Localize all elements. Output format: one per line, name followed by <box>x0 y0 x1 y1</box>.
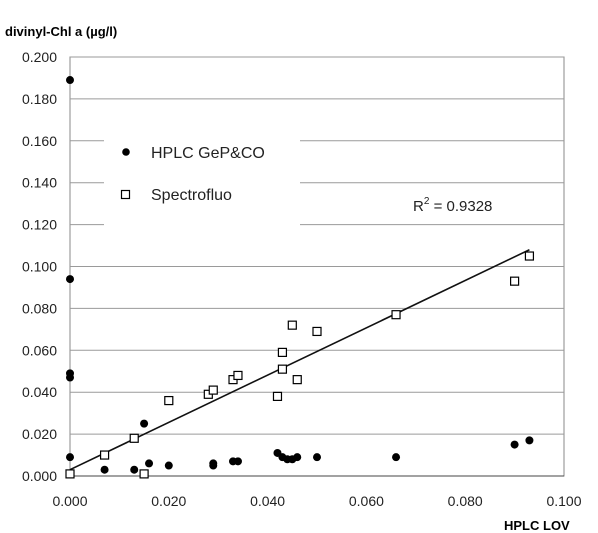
data-point-hplc-gepco <box>233 457 242 466</box>
y-tick-label: 0.080 <box>22 300 57 316</box>
data-point-spectrofluo <box>277 364 288 374</box>
data-point-hplc-gepco <box>145 459 154 468</box>
data-point-spectrofluo <box>65 469 75 479</box>
data-point-spectrofluo <box>208 385 218 395</box>
data-point-hplc-gepco <box>100 465 109 474</box>
data-point-hplc-gepco <box>66 275 74 284</box>
y-tick-label: 0.040 <box>22 384 57 400</box>
x-tick-label: 0.060 <box>349 493 384 509</box>
y-tick-label: 0.160 <box>22 133 57 149</box>
y-tick-label: 0.000 <box>22 468 57 484</box>
y-tick-label: 0.180 <box>22 91 57 107</box>
x-tick-label: 0.020 <box>151 493 186 509</box>
x-tick-labels: 0.000 0.020 0.040 0.060 0.080 0.100 <box>52 493 581 509</box>
data-point-spectrofluo <box>277 347 288 357</box>
data-point-hplc-gepco <box>293 453 302 462</box>
x-tick-label: 0.080 <box>448 493 483 509</box>
data-point-spectrofluo <box>164 395 174 406</box>
data-point-hplc-gepco <box>66 373 74 382</box>
data-point-spectrofluo <box>129 433 139 443</box>
trendline <box>69 249 530 471</box>
legend-box <box>104 138 300 236</box>
legend-marker-spectrofluo <box>120 189 131 200</box>
x-tick-label: 0.100 <box>546 493 581 509</box>
data-point-spectrofluo <box>292 375 302 385</box>
data-point-spectrofluo <box>287 320 297 330</box>
data-point-hplc-gepco <box>209 459 218 468</box>
series-spectrofluo <box>65 251 535 479</box>
y-tick-label: 0.200 <box>22 49 57 65</box>
x-axis-title: HPLC LOV <box>504 518 570 533</box>
x-tick-label: 0.000 <box>52 493 87 509</box>
legend-marker-hplc-gepco <box>122 148 130 156</box>
series-hplc-gepco <box>66 76 534 474</box>
data-point-spectrofluo <box>312 326 322 337</box>
y-tick-label: 0.060 <box>22 342 57 358</box>
y-tick-label: 0.120 <box>22 217 57 233</box>
y-tick-label: 0.140 <box>22 175 57 191</box>
y-axis-title: divinyl-Chl a (µg/l) <box>5 24 117 39</box>
legend-label-hplc-gepco: HPLC GeP&CO <box>151 145 265 162</box>
data-point-hplc-gepco <box>164 461 173 470</box>
data-point-hplc-gepco <box>140 419 149 428</box>
data-point-hplc-gepco <box>525 436 534 445</box>
r-squared-annotation: R2 = 0.9328 <box>413 196 492 215</box>
data-point-spectrofluo <box>139 469 149 479</box>
data-point-hplc-gepco <box>313 453 321 462</box>
data-point-hplc-gepco <box>392 453 401 462</box>
data-point-hplc-gepco <box>66 76 74 85</box>
data-point-spectrofluo <box>391 310 401 320</box>
data-point-hplc-gepco <box>66 453 74 462</box>
y-tick-labels: 0.000 0.020 0.040 0.060 0.080 0.100 0.120 0.140… <box>22 49 57 484</box>
gridlines <box>70 56 564 435</box>
data-point-spectrofluo <box>99 450 110 460</box>
legend-label-spectrofluo: Spectrofluo <box>151 187 232 204</box>
data-point-spectrofluo <box>524 251 535 261</box>
x-tick-label: 0.040 <box>250 493 285 509</box>
y-tick-label: 0.100 <box>22 259 57 275</box>
data-point-hplc-gepco <box>130 465 139 474</box>
legend: HPLC GeP&CO Spectrofluo <box>104 138 300 236</box>
y-tick-label: 0.020 <box>22 426 57 442</box>
data-point-hplc-gepco <box>510 440 519 449</box>
data-point-spectrofluo <box>510 276 520 286</box>
data-point-spectrofluo <box>233 370 243 381</box>
data-point-spectrofluo <box>272 391 283 401</box>
